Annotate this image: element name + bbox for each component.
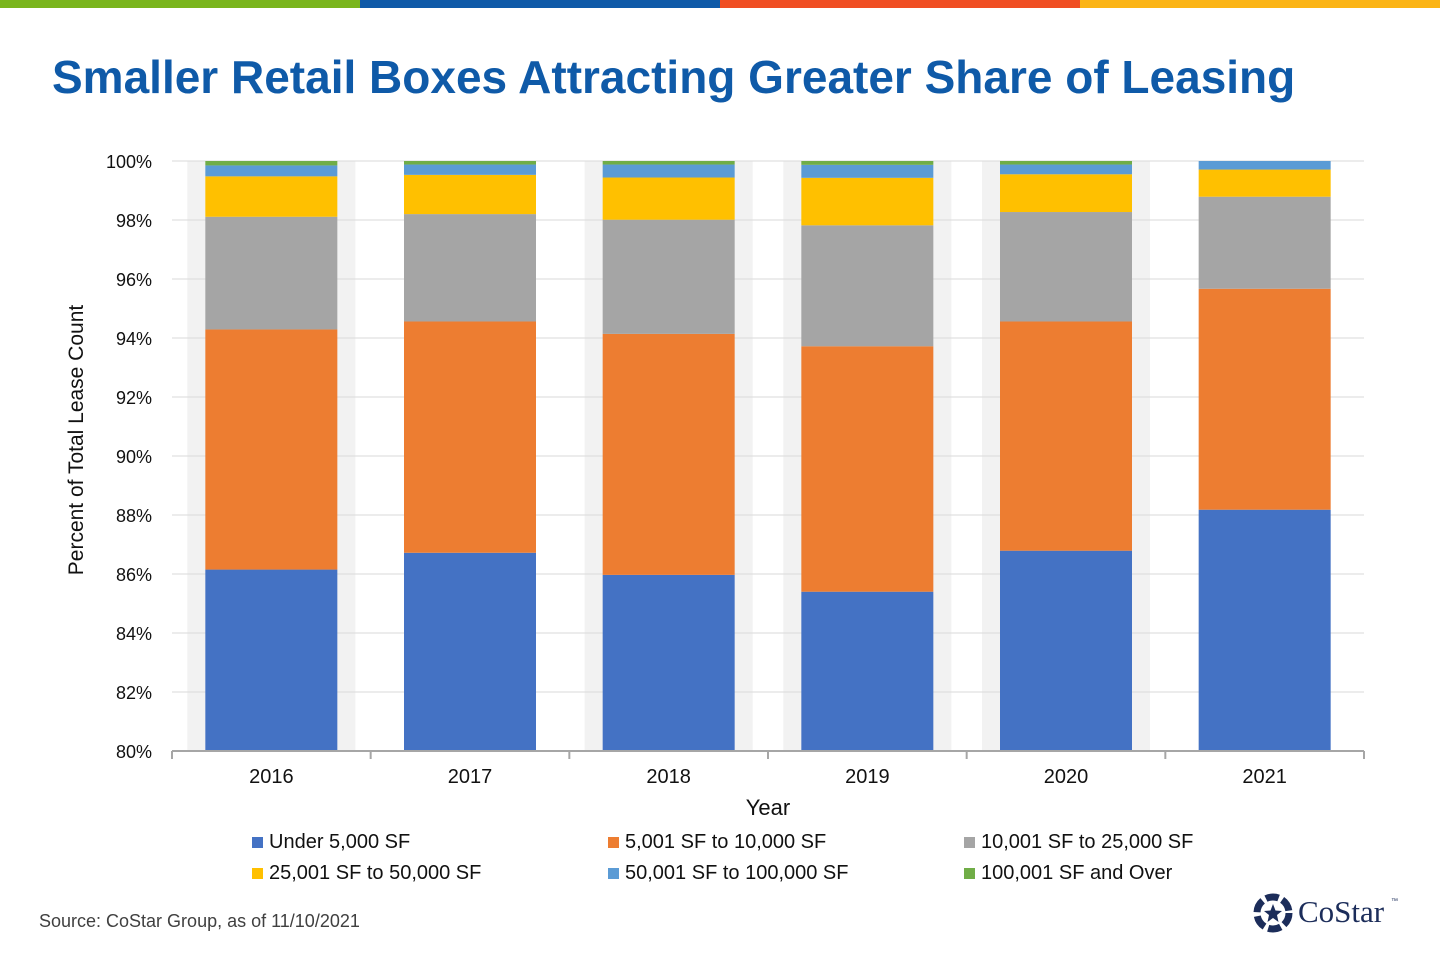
bar-segment — [205, 569, 338, 751]
y-tick-label: 96% — [116, 270, 152, 290]
y-tick-label: 94% — [116, 329, 152, 349]
y-tick-label: 80% — [116, 742, 152, 762]
x-tick-label: 2016 — [249, 766, 294, 788]
x-tick-label: 2017 — [448, 766, 493, 788]
bar-segment — [205, 165, 338, 177]
bar-segment — [1198, 288, 1331, 510]
costar-logo: CoStar ™ — [1252, 892, 1402, 936]
top-bar-green — [0, 0, 360, 8]
legend-label: 25,001 SF to 50,000 SF — [269, 862, 482, 884]
y-axis-title: Percent of Total Lease Count — [65, 305, 88, 576]
legend-label: 50,001 SF to 100,000 SF — [625, 862, 849, 884]
bar-segment — [801, 164, 934, 178]
bar-segment — [801, 225, 934, 347]
legend-item: 50,001 SF to 100,000 SF — [608, 862, 849, 885]
legend-item: 5,001 SF to 10,000 SF — [608, 831, 826, 854]
bar-segment — [602, 177, 735, 220]
bar-segment — [1000, 174, 1132, 213]
legend-swatch — [608, 868, 619, 879]
y-tick-label: 88% — [116, 506, 152, 526]
legend-swatch — [964, 837, 975, 848]
legend-label: 5,001 SF to 10,000 SF — [625, 831, 827, 853]
y-tick-label: 92% — [116, 388, 152, 408]
bar-segment — [1198, 509, 1331, 751]
bar-segment — [1000, 164, 1132, 175]
legend-swatch — [608, 837, 619, 848]
source-note: Source: CoStar Group, as of 11/10/2021 — [39, 911, 360, 931]
bar-segment — [205, 329, 338, 570]
bar-segment — [801, 177, 934, 226]
bar-segment — [404, 321, 536, 553]
y-tick-label: 86% — [116, 565, 152, 585]
bar-segment — [404, 164, 536, 175]
bar-segment — [602, 574, 735, 751]
x-axis-title: Year — [746, 795, 790, 820]
bar-segment — [404, 552, 536, 751]
bar-segment — [602, 333, 735, 575]
x-tick-label: 2020 — [1044, 766, 1089, 788]
legend-item: 25,001 SF to 50,000 SF — [252, 862, 481, 885]
costar-trademark: ™ — [1391, 898, 1398, 905]
legend-swatch — [252, 868, 263, 879]
y-tick-label: 90% — [116, 447, 152, 467]
bar-segment — [404, 214, 536, 322]
top-bar-blue — [360, 0, 720, 8]
bar-segment — [801, 161, 934, 165]
y-tick-label: 82% — [116, 683, 152, 703]
legend-item: 10,001 SF to 25,000 SF — [964, 831, 1193, 854]
bar-segment — [1000, 212, 1132, 322]
bar-segment — [205, 161, 338, 166]
top-bar-yellow — [1080, 0, 1440, 8]
x-tick-label: 2019 — [845, 766, 890, 788]
bar-segment — [404, 174, 536, 215]
bar-segment — [602, 161, 735, 165]
bar-segment — [404, 161, 536, 165]
chart-title: Smaller Retail Boxes Attracting Greater … — [52, 51, 1296, 103]
legend-label: 100,001 SF and Over — [981, 862, 1173, 884]
legend-item: Under 5,000 SF — [252, 831, 410, 854]
bar-segment — [1000, 550, 1132, 751]
bar-segment — [1198, 196, 1331, 289]
bar-segment — [602, 164, 735, 178]
bar-segment — [205, 176, 338, 217]
bar-segment — [801, 346, 934, 592]
costar-logo-text: CoStar — [1298, 894, 1385, 929]
legend-label: Under 5,000 SF — [269, 831, 411, 853]
top-color-bar — [0, 0, 1440, 8]
bar-segment — [801, 591, 934, 751]
bar-segment — [602, 219, 735, 334]
bar-segment — [1198, 161, 1331, 170]
y-tick-label: 100% — [106, 152, 152, 172]
x-tick-label: 2021 — [1242, 766, 1287, 788]
bar-segment — [1198, 169, 1331, 197]
bar-segment — [1000, 161, 1132, 165]
bar-segment — [205, 216, 338, 330]
bar-segment — [1000, 321, 1132, 551]
top-bar-orange — [720, 0, 1080, 8]
y-tick-label: 98% — [116, 211, 152, 231]
legend-swatch — [252, 837, 263, 848]
legend-item: 100,001 SF and Over — [964, 862, 1172, 885]
y-tick-label: 84% — [116, 624, 152, 644]
x-tick-label: 2018 — [646, 766, 691, 788]
legend-label: 10,001 SF to 25,000 SF — [981, 831, 1194, 853]
legend-swatch — [964, 868, 975, 879]
costar-star-icon — [1253, 893, 1293, 933]
